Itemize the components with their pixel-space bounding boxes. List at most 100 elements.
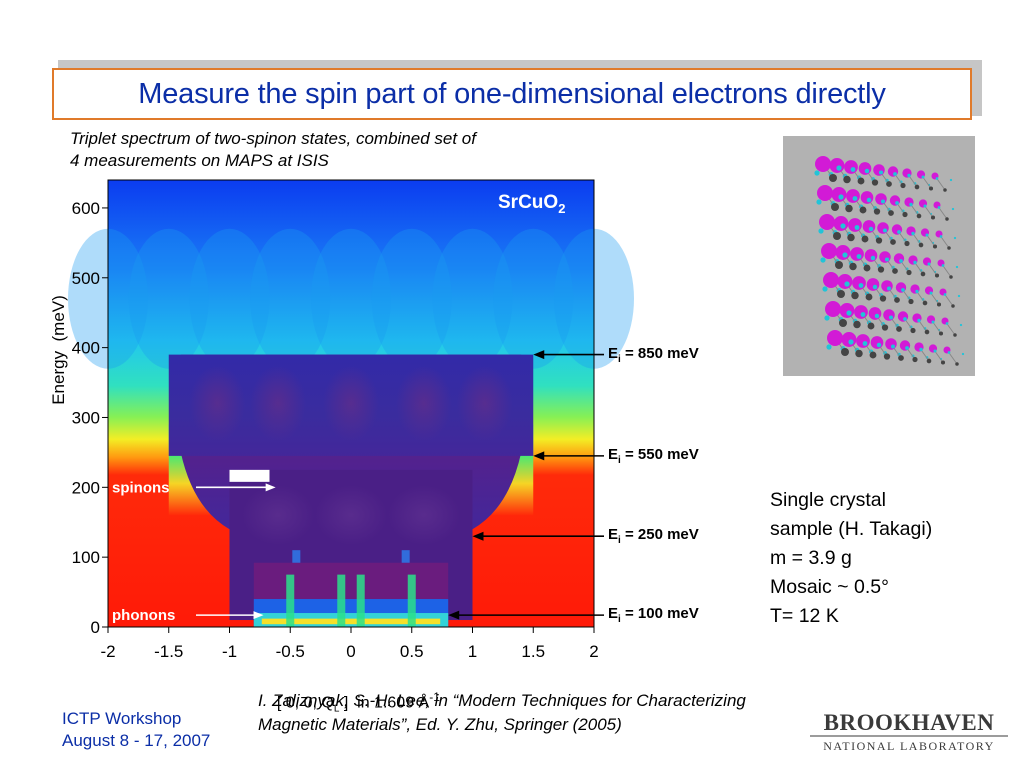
crystal-atom-sr [819,214,835,230]
compound-label: SrCuO2 [498,192,565,216]
crystal-atom-cu [829,174,837,182]
crystal-atom-o [822,286,828,292]
crystal-atom-sr [854,305,868,319]
crystal-structure-image [783,136,975,376]
window-100-streak [286,574,295,627]
crystal-atom-cu [845,204,853,213]
crystal-atom-o [820,257,826,263]
crystal-atom-cu [847,233,855,242]
x-tick-label: -1.5 [154,642,183,661]
crystal-atom-o [915,289,919,294]
window-100-streak [407,574,416,627]
crystal-atom-cu [945,217,949,221]
crystal-atom-sr [887,166,899,177]
heatmap-texture [128,228,209,369]
crystal-atom-cu [940,360,946,365]
logo-subtitle: NATIONAL LABORATORY [823,739,995,753]
crystal-atom-cu [943,188,947,192]
crystal-atom-cu [853,320,861,329]
crystal-atom-cu [914,184,920,190]
heatmap-texture [493,228,574,369]
reference-line-2: Magnetic Materials”, Ed. Y. Zhu, Springe… [258,715,622,734]
crystal-atom-cu [841,348,849,356]
crystal-atom-o [929,291,933,295]
window-100-streak [337,574,346,627]
crystal-atom-cu [835,261,843,269]
footer-event: ICTP Workshop August 8 - 17, 2007 [62,708,210,752]
crystal-atom-sr [846,189,860,203]
crystal-atom-o [919,347,923,352]
crystal-atom-sr [868,307,882,320]
crystal-atom-o [955,265,959,269]
window-250-feature [315,485,387,546]
crystal-atom-sr [875,193,887,205]
crystal-atom-cu [875,237,883,244]
crystal-atom-cu [947,246,951,250]
crystal-atom-sr [866,278,880,291]
crystal-atom-o [878,170,884,175]
y-tick-label: 100 [72,548,100,567]
ei-arrowhead-250 [472,531,484,541]
crystal-atom-cu [867,322,875,330]
crystal-atom-cu [879,295,887,302]
crystal-atom-o [933,349,937,353]
reference-citation: I. Zaliznyak, S.-H. Lee, in “Modern Tech… [258,689,818,737]
x-tick-label: 1 [468,642,477,661]
window-250-notch [229,469,270,482]
crystal-atom-cu [869,351,877,359]
crystal-atom-o [854,225,860,230]
annotation-spinons: spinons [112,479,276,496]
crystal-atom-sr [895,282,907,293]
crystal-atom-o [890,344,896,349]
y-tick-label: 500 [72,269,100,288]
crystal-atom-sr [848,218,862,232]
crystal-atom-cu [900,182,906,189]
logo-wordmark: BROOKHAVEN [824,710,995,735]
crystal-atom-o [884,257,890,262]
crystal-atom-cu [833,232,841,240]
crystal-atom-sr [825,301,841,317]
crystal-atom-o [925,233,929,237]
crystal-atom-sr [844,160,858,174]
crystal-atom-o [935,177,939,180]
x-tick-label: -0.5 [276,642,305,661]
sample-info-line-5: T= 12 K [770,605,839,627]
crystal-atom-cu [857,177,865,185]
window-250-feature [242,485,315,546]
crystal-atom-o [856,254,862,259]
crystal-atom-sr [893,253,905,264]
crystal-atom-o [824,315,830,321]
crystal-atom-o [923,204,927,208]
crystal-atom-cu [938,331,944,336]
heatmap-texture [250,228,331,369]
footer-line-2: August 8 - 17, 2007 [62,731,211,750]
crystal-atom-cu [849,262,857,271]
crystal-atom-sr [815,156,831,172]
crystal-atom-o [901,288,905,292]
crystal-atom-cu [888,210,894,216]
crystal-atom-o [886,286,892,291]
crystal-atom-sr [835,245,851,260]
crystal-atom-sr [817,185,833,201]
crystal-atom-o [876,342,882,348]
crystal-atom-o [852,196,858,201]
sample-info-line-3: m = 3.9 g [770,547,852,569]
crystal-atom-cu [951,304,955,308]
crystal-atom-o [951,207,955,211]
crystal-atom-sr [821,243,837,259]
x-tick-label: 2 [589,642,598,661]
annotation-arrowhead-spinons [265,483,276,492]
crystal-atom-sr [862,220,876,233]
crystal-atom-o [953,236,957,240]
crystal-atom-cu [859,206,867,214]
compound-subscript: 2 [558,200,566,216]
x-axis-label-sub: L [333,703,340,715]
crystal-atom-o [961,352,965,356]
x-axis-label-main: [ 0, 0, Q [276,694,334,712]
crystal-atom-cu [865,293,873,301]
footer-line-1: ICTP Workshop [62,709,182,728]
crystal-atom-cu [886,181,892,187]
crystal-atom-cu [922,300,928,306]
crystal-atom-cu [892,268,898,274]
